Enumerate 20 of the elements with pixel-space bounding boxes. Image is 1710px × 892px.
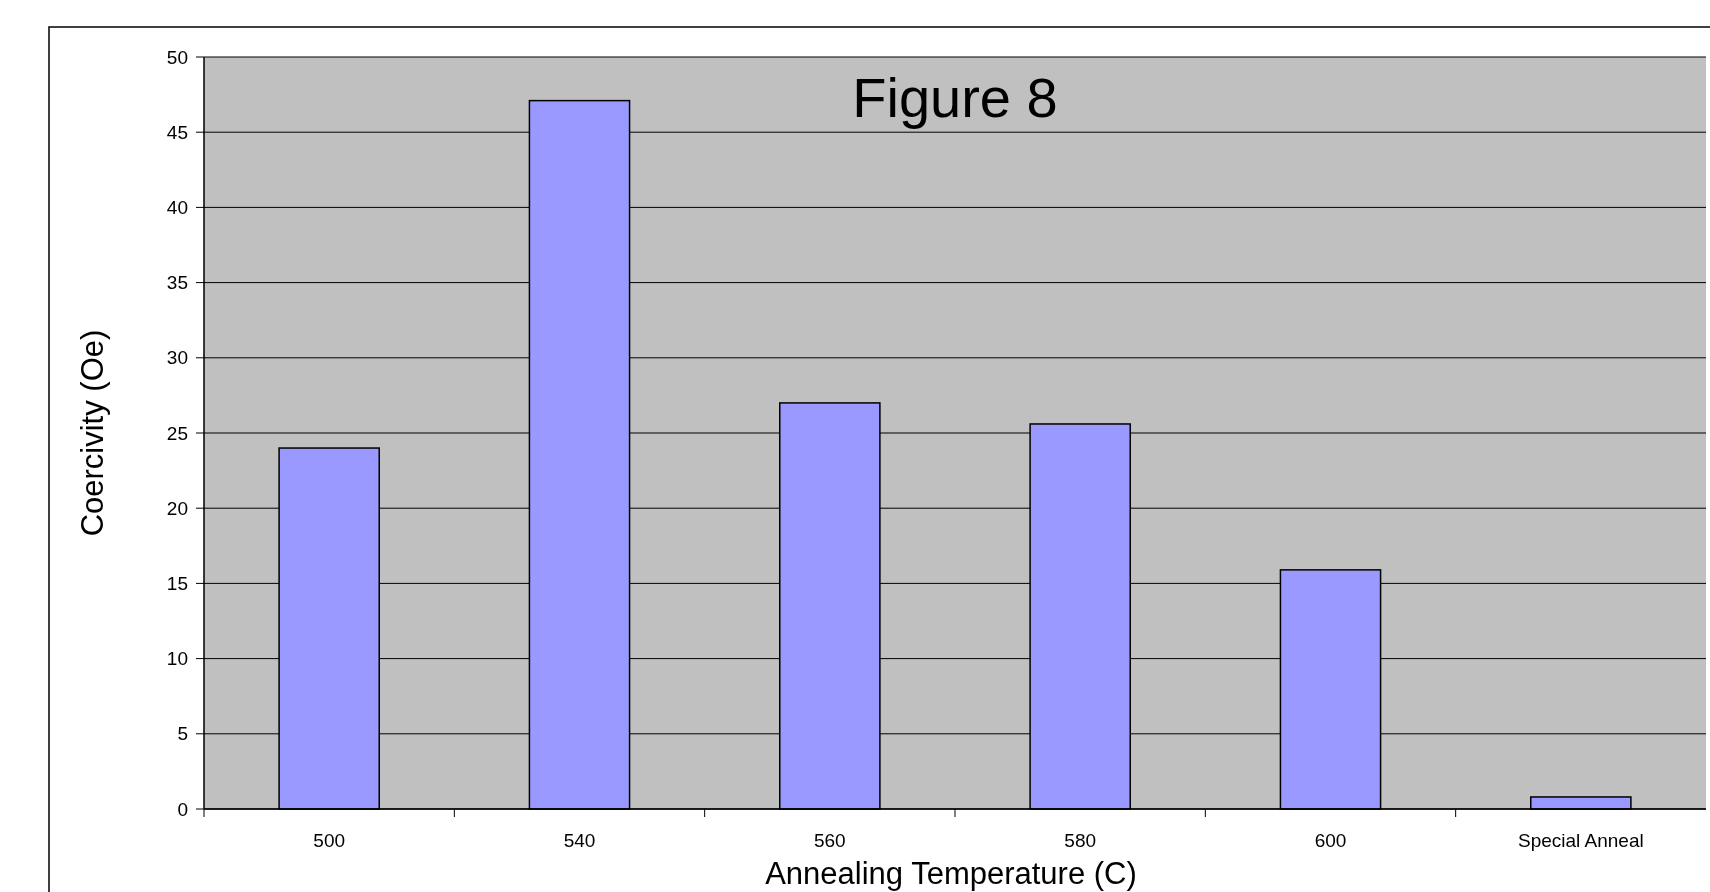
y-tick-label: 5 <box>177 723 188 745</box>
x-tick-label: Special Anneal <box>1517 830 1644 851</box>
x-tick-label: 540 <box>563 830 596 851</box>
x-tick-label: 500 <box>313 830 346 851</box>
y-tick-label: 25 <box>166 422 188 444</box>
y-axis-title: Coercivity (Oe) <box>75 329 110 537</box>
y-tick-label: 30 <box>166 347 188 369</box>
chart-title: Figure 8 <box>852 66 1058 129</box>
y-tick-label: 40 <box>166 197 188 219</box>
x-axis-title: Annealing Temperature (C) <box>765 856 1137 891</box>
y-tick-label: 10 <box>166 648 188 670</box>
y-tick-label: 15 <box>166 573 188 595</box>
y-tick-label: 45 <box>166 121 188 143</box>
x-tick-label: 560 <box>813 830 846 851</box>
y-tick-label: 0 <box>177 798 188 820</box>
y-tick-label: 20 <box>166 497 188 519</box>
y-tick-label: 35 <box>166 272 188 294</box>
x-tick-label: 580 <box>1064 830 1097 851</box>
y-tick-label: 50 <box>166 46 188 68</box>
x-tick-label: 600 <box>1314 830 1347 851</box>
